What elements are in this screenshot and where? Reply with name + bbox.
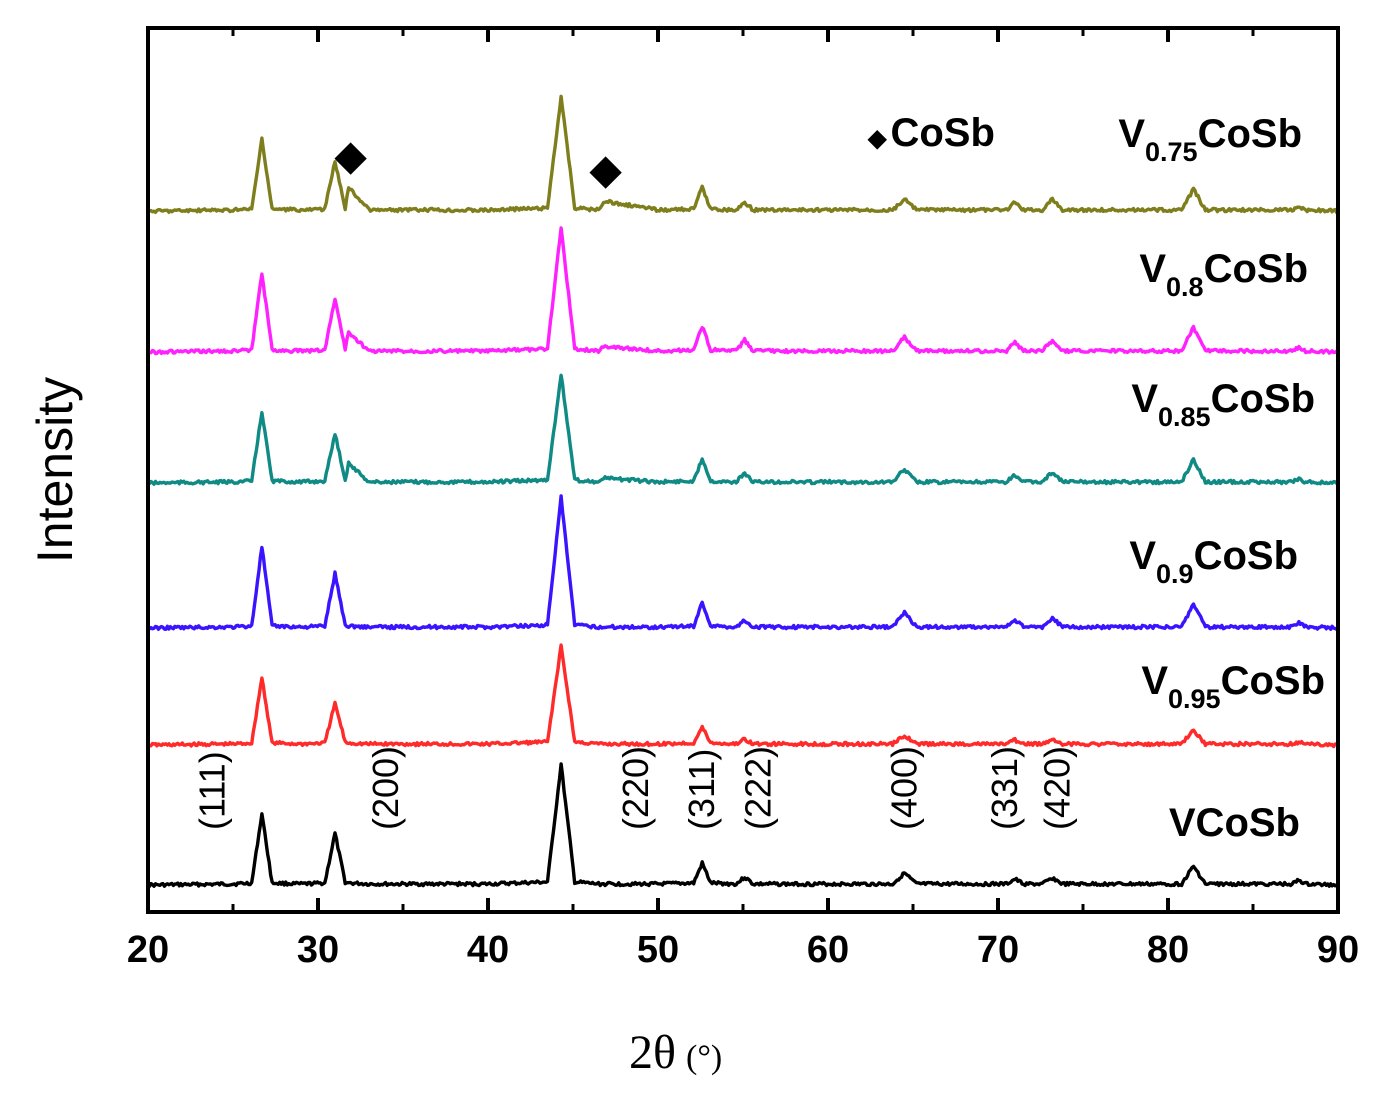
series-line <box>147 226 1339 356</box>
series-label: V0.85CoSb <box>1131 377 1315 432</box>
miller-index-label: (220) <box>615 746 656 830</box>
series-line <box>146 94 1340 215</box>
series-label-subscript: 0.75 <box>1145 137 1198 167</box>
series-line <box>147 373 1339 486</box>
series-label-suffix: CoSb <box>1221 659 1325 703</box>
y-axis-label: Intensity <box>27 377 83 563</box>
x-axis-label-text: 2θ <box>629 1026 676 1079</box>
annotation-group: (111) (200) (220) (311) (222) (400) (331) (420)… <box>192 111 1078 830</box>
series-label-base: V <box>1141 659 1168 703</box>
impurity-legend: ◆ CoSb <box>867 111 995 155</box>
impurity-legend-label: CoSb <box>890 111 994 155</box>
x-axis: 20 30 40 50 60 70 80 90 <box>127 28 1359 971</box>
series-label: V0.95CoSb <box>1141 659 1325 714</box>
series-label-subscript: 0.95 <box>1168 684 1221 714</box>
series-label: V0.75CoSb <box>1118 112 1302 167</box>
x-tick-label: 80 <box>1147 929 1189 971</box>
series-label-base: V <box>1129 534 1156 578</box>
series-label-base: VCoSb <box>1169 801 1300 845</box>
series-line <box>146 643 1339 749</box>
x-tick-label: 90 <box>1317 929 1359 971</box>
series-label-suffix: CoSb <box>1211 377 1315 421</box>
miller-index-label: (111) <box>192 751 233 830</box>
series-group: VCoSbV0.95CoSbV0.9CoSbV0.85CoSbV0.8CoSbV… <box>146 94 1340 888</box>
impurity-legend-symbol: ◆ <box>867 125 887 152</box>
x-tick-label: 30 <box>297 929 339 971</box>
x-tick-label: 60 <box>807 929 849 971</box>
series-line <box>147 762 1339 888</box>
series-label: VCoSb <box>1169 801 1300 845</box>
series-label-base: V <box>1131 377 1158 421</box>
series-line <box>146 494 1340 631</box>
series-label-base: V <box>1139 247 1166 291</box>
x-tick-label: 20 <box>127 929 169 971</box>
series-label-subscript: 0.8 <box>1166 272 1204 302</box>
x-tick-label: 40 <box>467 929 509 971</box>
x-tick-label: 50 <box>637 929 679 971</box>
miller-index-label: (222) <box>737 746 778 830</box>
series-label: V0.9CoSb <box>1129 534 1298 589</box>
impurity-marker: ◆ <box>589 148 622 192</box>
series-label-suffix: CoSb <box>1198 112 1302 156</box>
miller-index-label: (400) <box>884 746 925 830</box>
x-tick-label: 70 <box>977 929 1019 971</box>
series-label-suffix: CoSb <box>1194 534 1298 578</box>
miller-index-label: (200) <box>365 746 406 830</box>
miller-index-label: (420) <box>1037 746 1078 830</box>
miller-index-label: (331) <box>984 746 1025 830</box>
impurity-marker: ◆ <box>334 134 367 178</box>
series-label-suffix: CoSb <box>1204 247 1308 291</box>
x-axis-unit: (°) <box>686 1039 722 1076</box>
series-label-base: V <box>1118 112 1145 156</box>
series-label: V0.8CoSb <box>1139 247 1308 302</box>
miller-index-label: (311) <box>681 749 722 830</box>
series-label-subscript: 0.85 <box>1158 402 1211 432</box>
x-axis-label: 2θ (°) <box>629 1026 722 1079</box>
series-label-subscript: 0.9 <box>1156 559 1194 589</box>
